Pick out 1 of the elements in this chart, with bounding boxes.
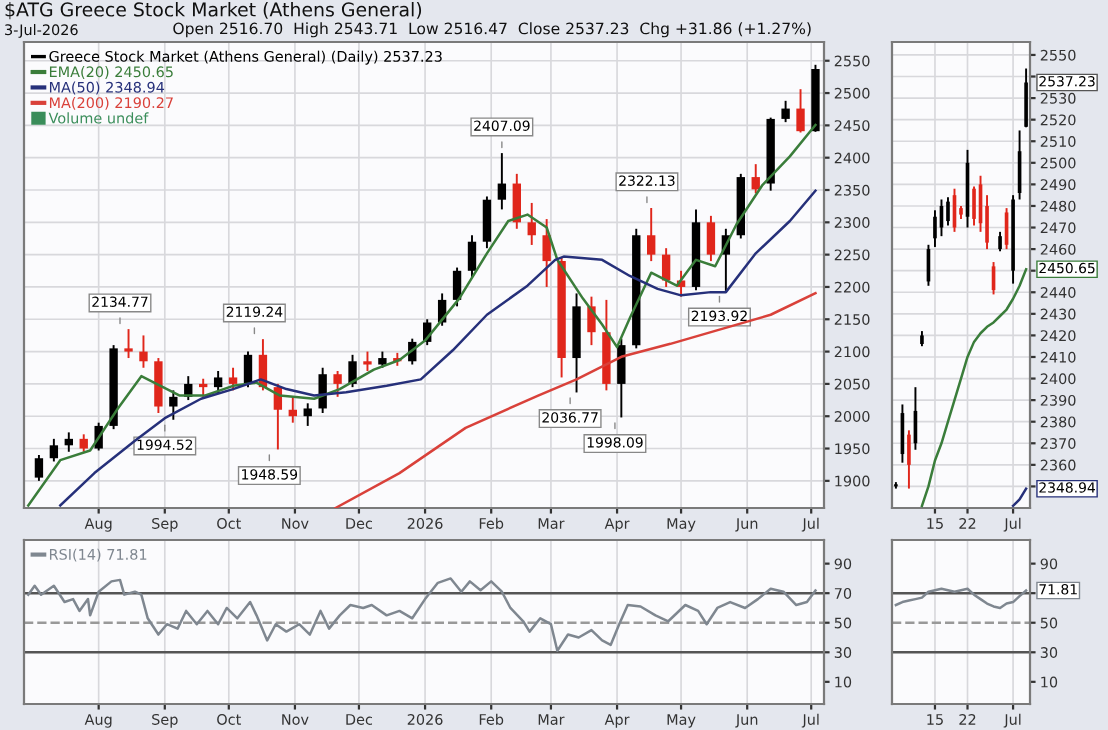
chart-title: $ATG Greece Stock Market (Athens General) (5, 2, 422, 20)
